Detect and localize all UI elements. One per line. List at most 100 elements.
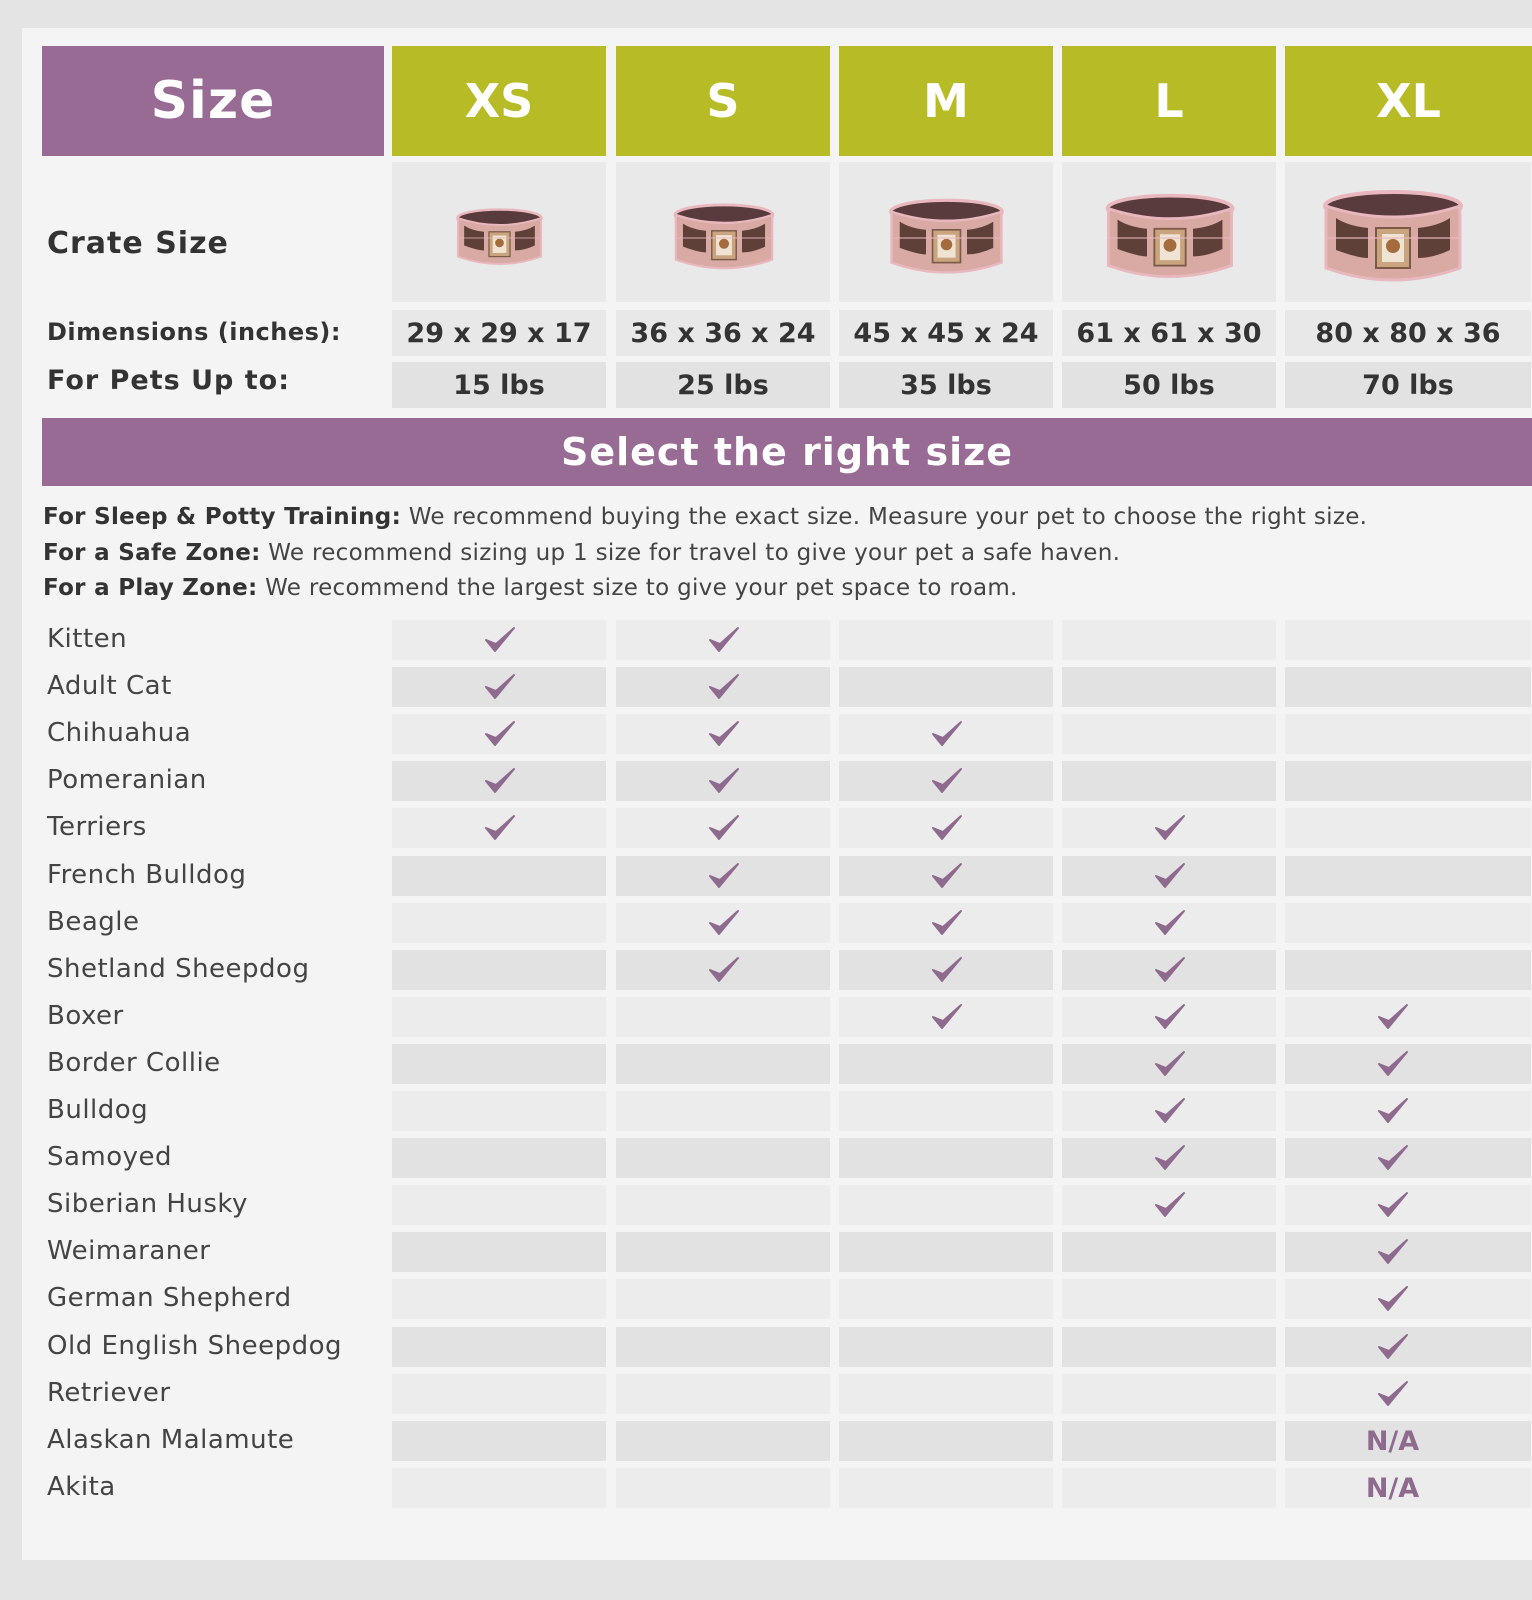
- breed-cell: [392, 1044, 606, 1084]
- breed-cell: [392, 1468, 606, 1508]
- note-safe-zone: For a Safe Zone: We recommend sizing up …: [43, 540, 1121, 566]
- checkmark-icon: [616, 856, 831, 896]
- breed-cell: [1285, 1374, 1531, 1414]
- size-header-xl: XL: [1285, 46, 1532, 156]
- breed-cell: [616, 1232, 830, 1272]
- breed-cell: [392, 1138, 606, 1178]
- checkmark-icon: [1285, 1091, 1500, 1131]
- breed-label: Boxer: [47, 1001, 124, 1031]
- breed-cell: [1285, 808, 1531, 848]
- breed-cell: [392, 997, 606, 1037]
- breed-cell: [392, 903, 606, 943]
- checkmark-icon: [1285, 1232, 1500, 1272]
- checkmark-icon: [1062, 1044, 1277, 1084]
- weight-m: 35 lbs: [839, 362, 1053, 408]
- breed-label: German Shepherd: [47, 1283, 292, 1313]
- breed-cell: [1285, 667, 1531, 707]
- checkmark-icon: [1062, 1185, 1277, 1225]
- breed-cell: [839, 1327, 1053, 1367]
- breed-cell: [1285, 997, 1531, 1037]
- checkmark-icon: [616, 903, 831, 943]
- breed-label: Bulldog: [47, 1095, 149, 1125]
- size-header-m: M: [839, 46, 1053, 156]
- checkmark-icon: [1285, 1185, 1500, 1225]
- breed-cell: [1062, 1279, 1276, 1319]
- breed-label: Weimaraner: [47, 1236, 211, 1266]
- dimension-m: 45 x 45 x 24: [839, 310, 1053, 356]
- checkmark-icon: [1062, 997, 1277, 1037]
- playpen-image: [889, 198, 1004, 274]
- checkmark-icon: [616, 808, 831, 848]
- checkmark-icon: [839, 808, 1054, 848]
- dimension-xl: 80 x 80 x 36: [1285, 310, 1531, 356]
- checkmark-icon: [392, 620, 607, 660]
- breed-label: Pomeranian: [47, 765, 207, 795]
- breed-cell: [392, 856, 606, 896]
- checkmark-icon: [1285, 1044, 1500, 1084]
- checkmark-icon: [1062, 1138, 1277, 1178]
- breed-cell: [392, 1279, 606, 1319]
- dimension-xs: 29 x 29 x 17: [392, 310, 606, 356]
- checkmark-icon: [616, 667, 831, 707]
- breed-cell: [839, 620, 1053, 660]
- breed-cell: [1062, 1374, 1276, 1414]
- dimension-l: 61 x 61 x 30: [1062, 310, 1276, 356]
- breed-label: Adult Cat: [47, 671, 172, 701]
- breed-label: Shetland Sheepdog: [47, 954, 310, 984]
- breed-cell: [616, 1421, 830, 1461]
- breed-cell: [1285, 950, 1531, 990]
- breed-cell: [616, 1091, 830, 1131]
- size-header-l: L: [1062, 46, 1276, 156]
- checkmark-icon: [1062, 856, 1277, 896]
- playpen-image: [1105, 193, 1235, 279]
- breed-cell: [1285, 714, 1531, 754]
- size-header-s: S: [616, 46, 830, 156]
- checkmark-icon: [1285, 997, 1500, 1037]
- checkmark-icon: [616, 714, 831, 754]
- breed-cell: [616, 997, 830, 1037]
- breed-cell: [1285, 761, 1531, 801]
- not-available-text: N/A: [1365, 1472, 1420, 1504]
- breed-cell: [1285, 620, 1531, 660]
- checkmark-icon: [839, 856, 1054, 896]
- breed-cell: [1285, 1421, 1531, 1461]
- breed-cell: [1285, 856, 1531, 896]
- breed-cell: [392, 1091, 606, 1131]
- weight-label: For Pets Up to:: [47, 365, 290, 396]
- checkmark-icon: [616, 950, 831, 990]
- breed-label: Akita: [47, 1472, 116, 1502]
- breed-label: Retriever: [47, 1378, 171, 1408]
- breed-label: Terriers: [47, 812, 147, 842]
- breed-cell: [1285, 1327, 1531, 1367]
- breed-cell: [839, 1468, 1053, 1508]
- checkmark-icon: [839, 997, 1054, 1037]
- weight-xs: 15 lbs: [392, 362, 606, 408]
- breed-cell: [839, 1091, 1053, 1131]
- breed-cell: [616, 1468, 830, 1508]
- weight-l: 50 lbs: [1062, 362, 1276, 408]
- breed-cell: [1285, 1468, 1531, 1508]
- breed-cell: [1285, 1185, 1531, 1225]
- breed-label: Beagle: [47, 907, 140, 937]
- breed-cell: [616, 1374, 830, 1414]
- checkmark-icon: [839, 950, 1054, 990]
- breed-cell: [1285, 903, 1531, 943]
- breed-cell: [839, 667, 1053, 707]
- note-play-zone: For a Play Zone: We recommend the larges…: [43, 575, 1018, 601]
- breed-cell: [1062, 1421, 1276, 1461]
- breed-cell: [839, 1044, 1053, 1084]
- breed-cell: [1285, 1279, 1531, 1319]
- checkmark-icon: [1285, 1327, 1500, 1367]
- checkmark-icon: [392, 808, 607, 848]
- size-header: Size: [42, 46, 384, 156]
- size-header-xs: XS: [392, 46, 606, 156]
- breed-cell: [1285, 1091, 1531, 1131]
- breed-cell: [392, 1374, 606, 1414]
- checkmark-icon: [1285, 1138, 1500, 1178]
- playpen-image: [456, 208, 543, 265]
- checkmark-icon: [1062, 903, 1277, 943]
- breed-cell: [1062, 620, 1276, 660]
- breed-cell: [839, 1232, 1053, 1272]
- breed-cell: [392, 1327, 606, 1367]
- breed-cell: [616, 1044, 830, 1084]
